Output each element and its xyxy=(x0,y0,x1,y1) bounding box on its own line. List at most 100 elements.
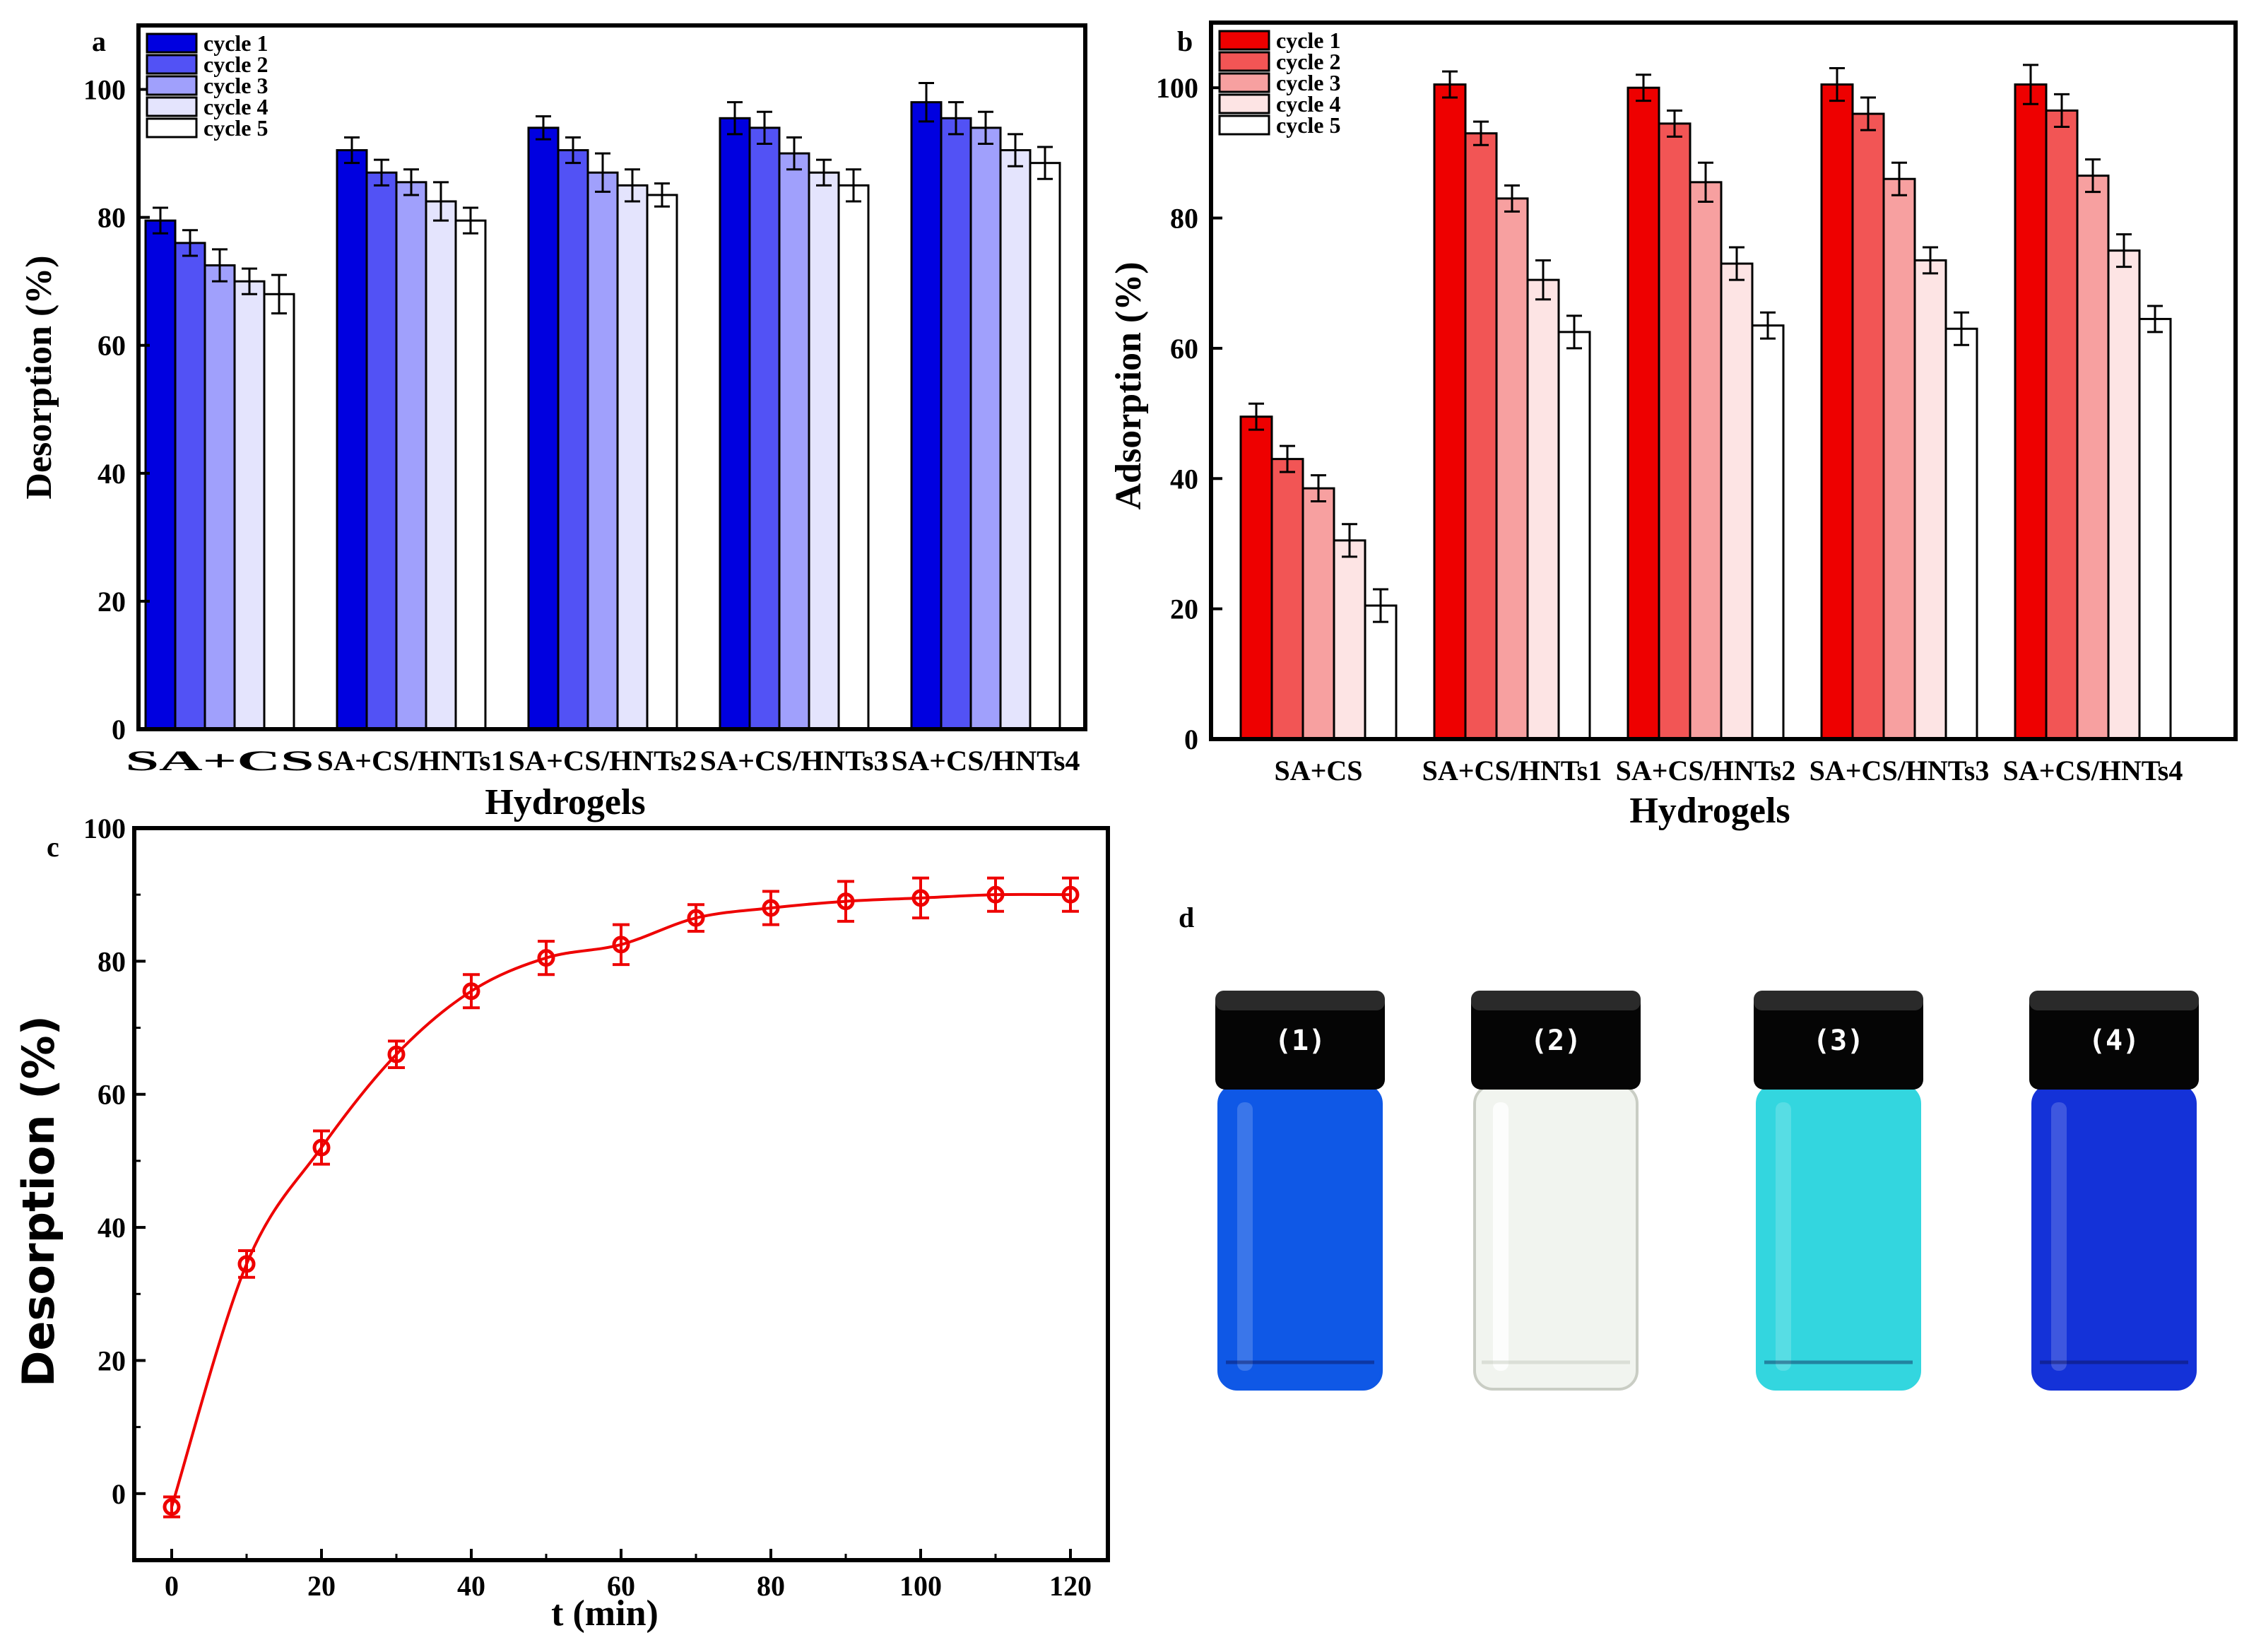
errorbar-a-3-3 xyxy=(595,152,610,193)
bar-b-1-5 xyxy=(1364,604,1398,741)
panel-d-letter: d xyxy=(1179,902,1194,933)
legend-label-4: cycle 4 xyxy=(203,94,268,119)
errorbar-b-3-2 xyxy=(1667,109,1682,138)
errorbar-a-3-2 xyxy=(565,136,581,165)
panel-c-xlabel: t (min) xyxy=(551,1593,659,1634)
category-label: SA+CS/HNTs1 xyxy=(1422,755,1602,786)
vial-cap xyxy=(2029,991,2199,1090)
errorbar-a-4-5 xyxy=(846,168,861,203)
x-tick-label: 20 xyxy=(307,1570,336,1602)
vial-cap xyxy=(1471,991,1641,1090)
errorbar-b-4-5 xyxy=(1954,311,1969,346)
panel-a-frame xyxy=(136,23,1087,731)
legend-swatch-4 xyxy=(146,96,198,117)
panel-a-letter: a xyxy=(92,25,106,57)
vial-label: (2) xyxy=(1530,1025,1581,1057)
point-c-1 xyxy=(163,1498,181,1516)
legend-label-2: cycle 2 xyxy=(203,52,268,77)
bar-a-1-4 xyxy=(233,280,266,731)
errorbar-a-5-4 xyxy=(1008,133,1023,167)
legend-swatch-1 xyxy=(146,33,198,54)
vial-2: (2) xyxy=(1471,991,1641,1391)
point-c-7 xyxy=(612,936,630,954)
errorbar-b-4-2 xyxy=(1860,96,1876,131)
bar-a-4-4 xyxy=(808,171,840,731)
category-label: SA+CS xyxy=(1274,755,1362,786)
errorbar-c-8 xyxy=(687,903,704,933)
bar-b-2-1 xyxy=(1433,83,1467,741)
errorbar-c-6 xyxy=(538,940,555,977)
panel-c-ylabel: Desorption (%) xyxy=(13,1015,64,1387)
errorbar-c-2 xyxy=(238,1249,255,1279)
errorbar-a-2-3 xyxy=(403,168,419,196)
legend-swatch-4 xyxy=(1218,93,1270,114)
bar-b-3-5 xyxy=(1751,324,1785,741)
panel-b-bars xyxy=(1239,64,2172,741)
bar-a-3-5 xyxy=(646,194,678,731)
errorbar-c-13 xyxy=(1062,876,1079,913)
bar-a-4-1 xyxy=(719,117,751,731)
bar-a-5-1 xyxy=(910,101,943,731)
panel-a: SA+CS SA+CS/HNTs1 SA+CS/HNTs2 SA+CS/HNTs3 SA… xyxy=(19,23,1087,822)
errorbar-b-5-4 xyxy=(2116,233,2132,269)
errorbar-a-1-3 xyxy=(212,248,228,283)
vial-1: (1) xyxy=(1215,991,1385,1391)
bar-b-2-2 xyxy=(1464,132,1498,741)
panel-a-bars xyxy=(144,81,1061,731)
point-c-10 xyxy=(837,892,855,911)
vial-label: (4) xyxy=(2089,1025,2139,1057)
errorbar-c-9 xyxy=(762,890,779,926)
errorbar-a-2-4 xyxy=(433,181,449,222)
y-tick-label: 100 xyxy=(83,813,126,844)
errorbar-c-3 xyxy=(313,1129,330,1166)
x-tick-label: 100 xyxy=(899,1570,942,1602)
point-c-2 xyxy=(237,1255,256,1273)
errorbar-a-4-3 xyxy=(786,136,802,171)
errorbar-a-1-5 xyxy=(271,273,287,314)
vial-label: (3) xyxy=(1813,1025,1864,1057)
vial-cap xyxy=(1754,991,1923,1090)
bar-a-3-4 xyxy=(616,184,649,731)
bar-b-1-3 xyxy=(1301,487,1335,741)
errorbar-a-5-1 xyxy=(919,81,934,123)
errorbar-c-7 xyxy=(613,923,630,967)
category-label: SA+CS/HNTs4 xyxy=(2003,755,2183,786)
vial-label: (1) xyxy=(1275,1025,1326,1057)
point-c-6 xyxy=(537,949,555,967)
category-label: SA+CS/HNTs2 xyxy=(1616,755,1796,786)
legend-swatch-2 xyxy=(146,54,198,75)
bar-a-1-2 xyxy=(174,242,206,731)
panel-b-xlabel: Hydrogels xyxy=(1629,791,1790,831)
errorbar-b-2-3 xyxy=(1504,184,1520,213)
errorbar-b-1-3 xyxy=(1311,474,1326,503)
errorbar-c-5 xyxy=(463,973,480,1010)
panel-c-axes: 0 20 40 60 80 100 120 0 20 40 60 80 100 xyxy=(83,813,1092,1602)
vial-glare xyxy=(1237,1102,1253,1371)
bar-a-3-3 xyxy=(586,171,619,731)
errorbar-b-1-4 xyxy=(1342,523,1357,558)
legend-label-5: cycle 5 xyxy=(203,115,268,141)
point-c-8 xyxy=(687,909,705,927)
bar-b-4-4 xyxy=(1913,259,1947,741)
bar-a-1-3 xyxy=(203,264,236,731)
point-c-3 xyxy=(312,1138,331,1157)
y-tick-label: 0 xyxy=(112,714,126,745)
errorbar-b-1-1 xyxy=(1248,402,1264,431)
y-tick-label: 20 xyxy=(1170,594,1198,625)
legend-swatch-2 xyxy=(1218,51,1270,72)
bar-b-5-1 xyxy=(2014,83,2048,741)
vial-cap-rim xyxy=(2029,991,2199,1010)
errorbar-a-4-2 xyxy=(757,110,772,146)
bar-b-3-4 xyxy=(1720,262,1754,741)
y-tick-label: 40 xyxy=(1170,463,1198,495)
bar-a-2-5 xyxy=(454,219,487,731)
bar-b-5-3 xyxy=(2076,175,2110,741)
errorbar-a-2-1 xyxy=(344,136,360,165)
bar-a-1-5 xyxy=(263,293,295,731)
errorbar-a-4-4 xyxy=(816,158,832,187)
y-tick-label: 80 xyxy=(98,202,126,234)
x-tick-label: 120 xyxy=(1049,1570,1092,1602)
